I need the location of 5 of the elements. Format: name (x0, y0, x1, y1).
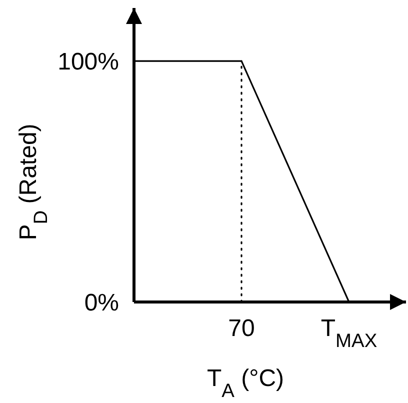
x-tick-label: T$_{MAX}$ (320, 315, 378, 352)
x-tick-label: 70 (228, 315, 255, 342)
x-axis-title: T$_{A}$ (°C) (206, 365, 284, 402)
y-tick-label: 100% (58, 48, 119, 76)
y-tick-label: 0% (84, 289, 119, 316)
